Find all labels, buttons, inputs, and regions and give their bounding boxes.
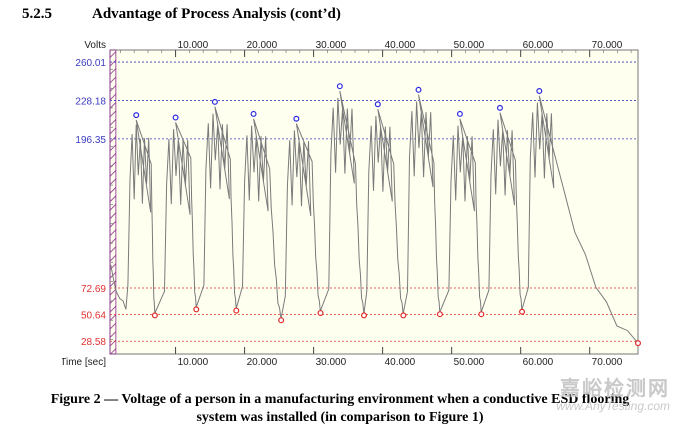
trough-marker xyxy=(278,317,285,324)
peak-marker xyxy=(133,112,140,119)
x-tick-label-top: 60.000 xyxy=(523,40,554,51)
x-tick-label-top: 50.000 xyxy=(454,40,485,51)
watermark-cn: 嘉峪检测网 xyxy=(560,376,670,400)
x-tick-label-bottom: 50.000 xyxy=(454,357,485,368)
section-heading: 5.2.5 Advantage of Process Analysis (cont… xyxy=(22,6,341,23)
figure-caption: Figure 2 — Voltage of a person in a manu… xyxy=(0,391,680,427)
peak-marker xyxy=(293,115,300,122)
trough-marker xyxy=(151,312,158,319)
x-tick-label-bottom: 40.000 xyxy=(385,357,416,368)
x-tick-label-bottom: 30.000 xyxy=(316,357,347,368)
x-tick-label-bottom: 10.000 xyxy=(178,357,209,368)
trough-marker xyxy=(519,308,526,315)
peak-marker xyxy=(374,101,381,108)
voltage-trace xyxy=(110,90,639,347)
y-ref-label-low: 50.64 xyxy=(81,311,106,322)
peak-marker xyxy=(336,83,343,90)
trough-marker xyxy=(317,309,324,316)
peak-marker xyxy=(211,98,218,105)
trough-marker xyxy=(400,312,407,319)
y-ref-label-high: 196.35 xyxy=(75,135,106,146)
x-tick-label-top: 30.000 xyxy=(316,40,347,51)
peak-marker xyxy=(496,104,503,111)
trough-marker xyxy=(233,307,240,314)
peak-marker xyxy=(456,110,463,117)
trough-marker xyxy=(436,311,443,318)
x-tick-label-bottom: 70.000 xyxy=(592,357,623,368)
watermark-en: www.AnyTesting.com xyxy=(556,399,670,413)
trough-marker xyxy=(193,306,200,313)
section-title: Advantage of Process Analysis (cont’d) xyxy=(92,6,341,22)
section-number: 5.2.5 xyxy=(22,6,52,22)
x-tick-label-bottom: 20.000 xyxy=(247,357,278,368)
x-axis-title: Time [sec] xyxy=(62,357,106,368)
hatched-region xyxy=(109,49,117,355)
x-tick-label-top: 70.000 xyxy=(592,40,623,51)
voltage-chart: 260.01 228.18 196.35 72.69 50.64 28.58 10.000 1… xyxy=(62,40,641,368)
watermark: 嘉峪检测网 www.AnyTesting.com xyxy=(556,372,670,413)
caption-line-2: system was installed (in comparison to F… xyxy=(196,410,484,425)
y-ref-label-high: 228.18 xyxy=(75,96,106,107)
trough-marker xyxy=(360,312,367,319)
y-ref-label-low: 72.69 xyxy=(81,284,106,295)
y-ref-label-low: 28.58 xyxy=(81,337,106,348)
y-axis-title: Volts xyxy=(84,40,106,51)
caption-line-1: Figure 2 — Voltage of a person in a manu… xyxy=(50,392,630,407)
peak-marker xyxy=(172,114,179,121)
peak-marker xyxy=(415,86,422,93)
x-tick-label-top: 20.000 xyxy=(247,40,278,51)
x-tick-label-top: 10.000 xyxy=(178,40,209,51)
x-tick-label-bottom: 60.000 xyxy=(523,357,554,368)
peak-marker xyxy=(250,110,257,117)
y-ref-label-high: 260.01 xyxy=(75,58,106,69)
peak-marker xyxy=(536,88,543,95)
trough-marker xyxy=(634,340,641,347)
trough-marker xyxy=(478,311,485,318)
x-tick-label-top: 40.000 xyxy=(385,40,416,51)
